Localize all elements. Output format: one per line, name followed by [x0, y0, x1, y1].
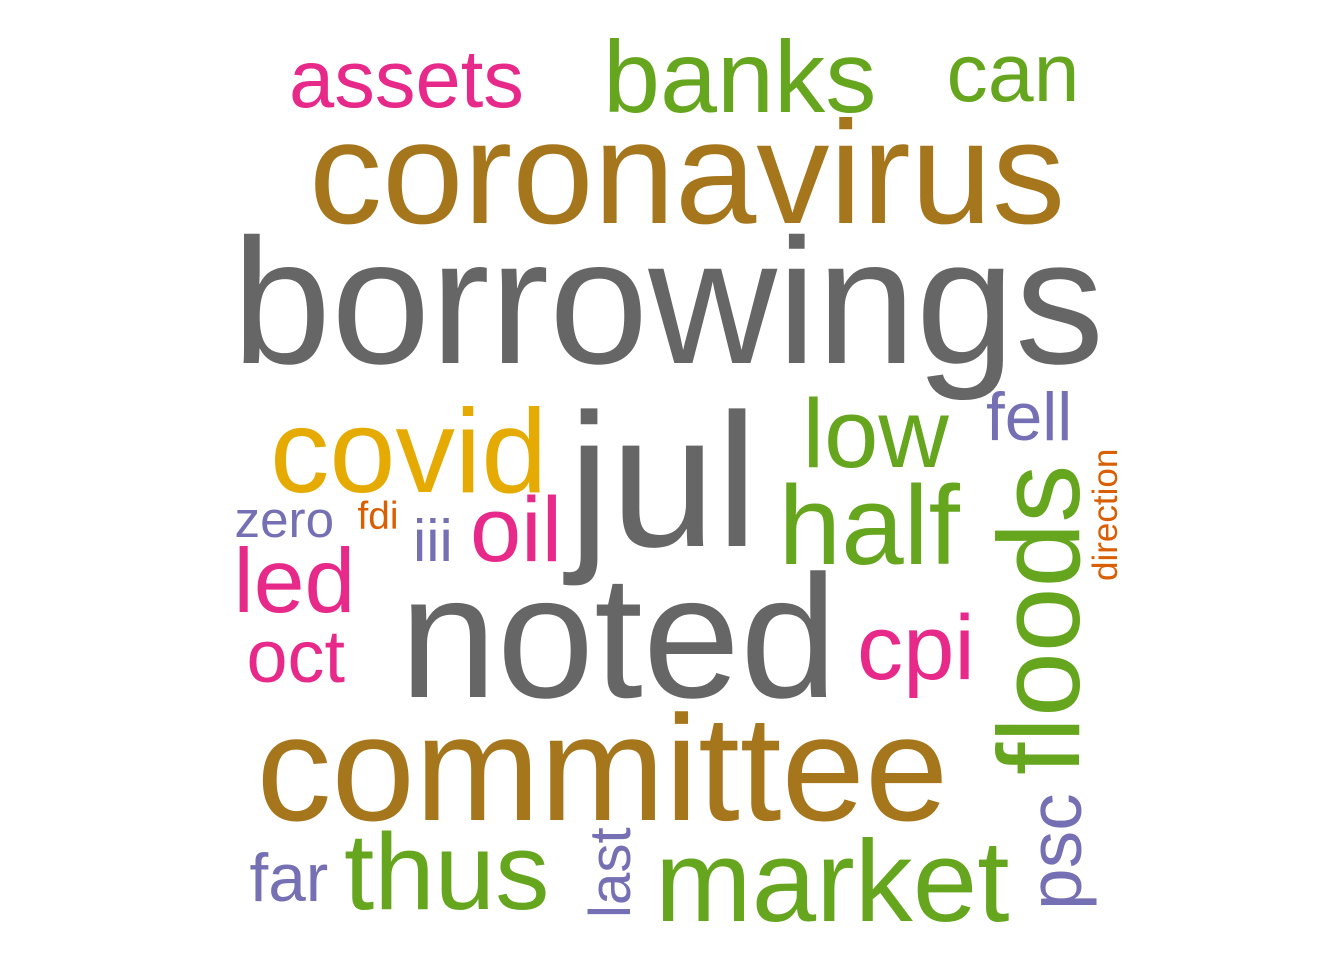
word-far: far	[249, 841, 329, 916]
word-zero: zero	[234, 491, 335, 548]
word-floods: floods	[973, 464, 1104, 775]
word-jul: jul	[568, 375, 759, 587]
word-last: last	[578, 827, 643, 918]
word-market: market	[655, 816, 1010, 946]
word-cpi: cpi	[857, 596, 975, 699]
word-psc: psc	[1012, 793, 1097, 910]
word-coronavirus: coronavirus	[309, 91, 1066, 255]
word-led: led	[233, 530, 356, 632]
word-can: can	[946, 26, 1080, 119]
word-direction: direction	[1085, 448, 1125, 581]
word-iii: iii	[413, 507, 453, 574]
word-assets: assets	[289, 34, 524, 125]
word-fdi: fdi	[357, 495, 399, 538]
word-oct: oct	[246, 614, 345, 698]
word-fell: fell	[986, 380, 1073, 455]
word-banks: banks	[603, 18, 877, 134]
word-low: low	[802, 379, 949, 488]
word-oil: oil	[470, 478, 563, 581]
word-thus: thus	[344, 812, 550, 933]
word-noted: noted	[399, 539, 838, 735]
word-covid: covid	[270, 385, 548, 518]
word-half: half	[778, 461, 960, 588]
word-committee: committee	[256, 684, 949, 852]
word-borrowings: borrowings	[232, 201, 1105, 401]
